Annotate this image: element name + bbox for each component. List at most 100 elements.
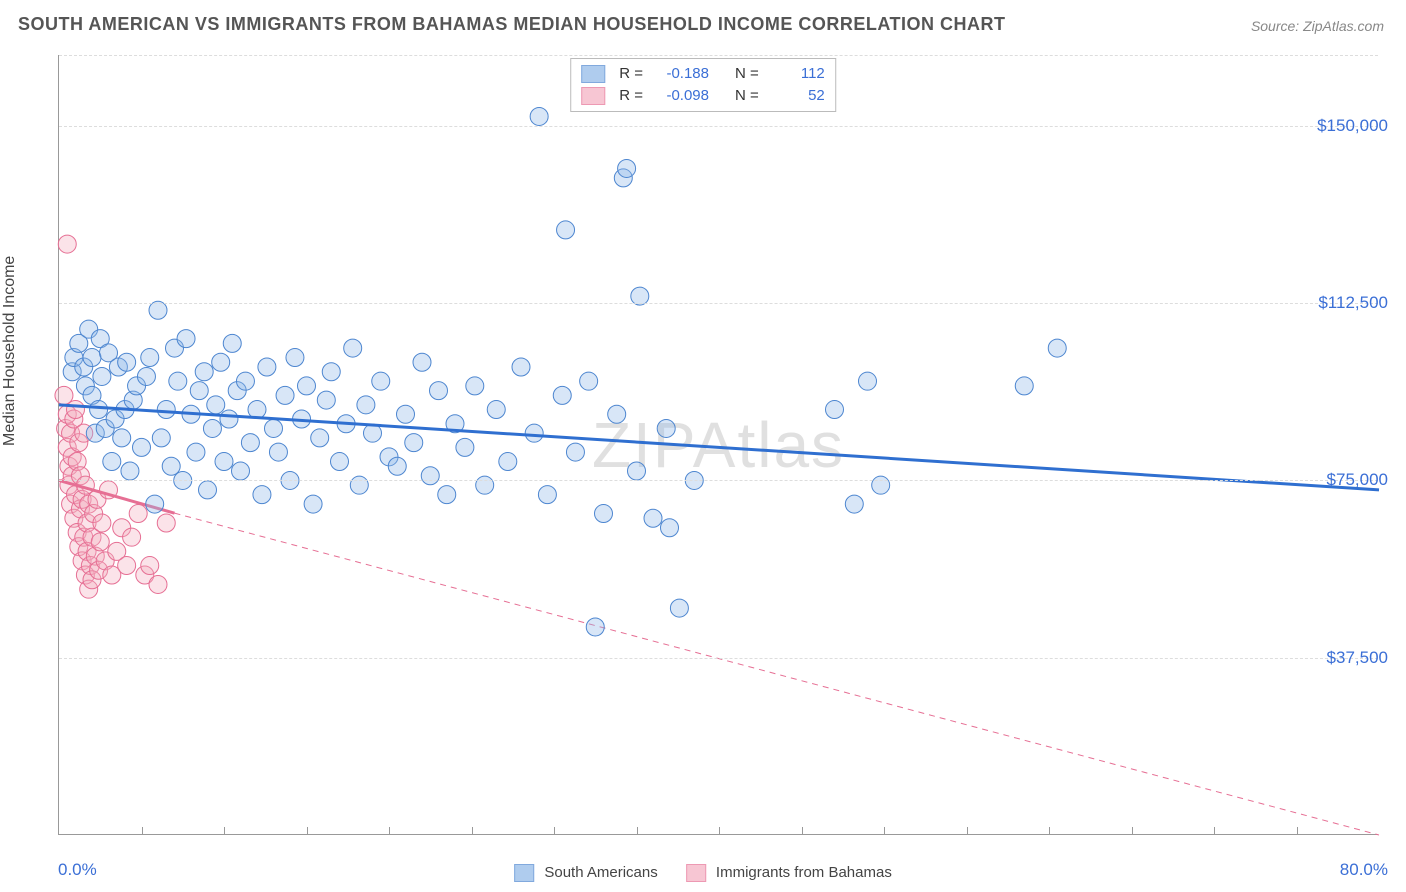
data-point	[872, 476, 890, 494]
stat-label-N: N =	[735, 63, 759, 85]
data-point	[241, 434, 259, 452]
data-point	[276, 386, 294, 404]
data-point	[430, 382, 448, 400]
data-point	[580, 372, 598, 390]
data-point	[212, 353, 230, 371]
stat-N-value: 52	[767, 85, 825, 107]
data-point	[661, 519, 679, 537]
y-tick-label: $37,500	[1327, 648, 1388, 668]
data-point	[525, 424, 543, 442]
data-point	[103, 453, 121, 471]
swatch-icon	[514, 864, 534, 882]
trend-line-dashed	[175, 513, 1380, 835]
data-point	[265, 419, 283, 437]
data-point	[199, 481, 217, 499]
gridline	[59, 303, 1378, 304]
data-point	[476, 476, 494, 494]
data-point	[586, 618, 604, 636]
data-point	[618, 159, 636, 177]
swatch-icon	[581, 65, 605, 83]
swatch-icon	[581, 87, 605, 105]
data-point	[670, 599, 688, 617]
stat-R-value: -0.098	[651, 85, 709, 107]
x-tick	[719, 827, 720, 835]
data-point	[397, 405, 415, 423]
data-point	[195, 363, 213, 381]
x-tick	[1049, 827, 1050, 835]
data-point	[223, 334, 241, 352]
data-point	[232, 462, 250, 480]
x-tick-min: 0.0%	[58, 860, 97, 880]
data-point	[644, 509, 662, 527]
gridline	[59, 480, 1378, 481]
data-point	[595, 505, 613, 523]
data-point	[93, 367, 111, 385]
data-point	[152, 429, 170, 447]
y-tick-label: $150,000	[1317, 116, 1388, 136]
swatch-icon	[686, 864, 706, 882]
gridline	[59, 658, 1378, 659]
data-point	[466, 377, 484, 395]
data-point	[344, 339, 362, 357]
data-point	[203, 419, 221, 437]
stat-row: R = -0.098 N = 52	[581, 85, 825, 107]
y-tick-label: $112,500	[1318, 293, 1388, 313]
data-point	[421, 467, 439, 485]
data-point	[157, 514, 175, 532]
data-point	[413, 353, 431, 371]
x-tick	[472, 827, 473, 835]
data-point	[169, 372, 187, 390]
data-point	[317, 391, 335, 409]
data-point	[530, 107, 548, 125]
data-point	[149, 575, 167, 593]
data-point	[83, 349, 101, 367]
data-point	[258, 358, 276, 376]
data-point	[190, 382, 208, 400]
data-point	[557, 221, 575, 239]
y-tick-label: $75,000	[1327, 470, 1388, 490]
data-point	[298, 377, 316, 395]
stat-label-R: R =	[619, 63, 643, 85]
data-point	[236, 372, 254, 390]
x-tick	[1132, 827, 1133, 835]
data-point	[499, 453, 517, 471]
x-tick-max: 80.0%	[1340, 860, 1388, 880]
data-point	[1048, 339, 1066, 357]
x-tick	[142, 827, 143, 835]
data-point	[207, 396, 225, 414]
x-tick	[637, 827, 638, 835]
x-tick	[1214, 827, 1215, 835]
correlation-stat-box: R = -0.188 N = 112 R = -0.098 N = 52	[570, 58, 836, 112]
gridline	[59, 126, 1378, 127]
data-point	[538, 486, 556, 504]
legend-label: South Americans	[544, 864, 657, 881]
data-point	[286, 349, 304, 367]
data-point	[322, 363, 340, 381]
x-tick	[554, 827, 555, 835]
x-tick	[307, 827, 308, 835]
stat-label-N: N =	[735, 85, 759, 107]
legend: South Americans Immigrants from Bahamas	[514, 864, 892, 882]
scatter-plot-svg	[59, 55, 1378, 834]
stat-label-R: R =	[619, 85, 643, 107]
stat-N-value: 112	[767, 63, 825, 85]
legend-item: South Americans	[514, 864, 658, 882]
data-point	[566, 443, 584, 461]
data-point	[113, 429, 131, 447]
data-point	[311, 429, 329, 447]
legend-item: Immigrants from Bahamas	[686, 864, 892, 882]
data-point	[350, 476, 368, 494]
data-point	[177, 330, 195, 348]
data-point	[123, 528, 141, 546]
x-tick	[389, 827, 390, 835]
data-point	[608, 405, 626, 423]
data-point	[269, 443, 287, 461]
stat-row: R = -0.188 N = 112	[581, 63, 825, 85]
data-point	[372, 372, 390, 390]
x-tick	[1297, 827, 1298, 835]
data-point	[141, 557, 159, 575]
data-point	[129, 505, 147, 523]
data-point	[553, 386, 571, 404]
data-point	[512, 358, 530, 376]
data-point	[118, 353, 136, 371]
